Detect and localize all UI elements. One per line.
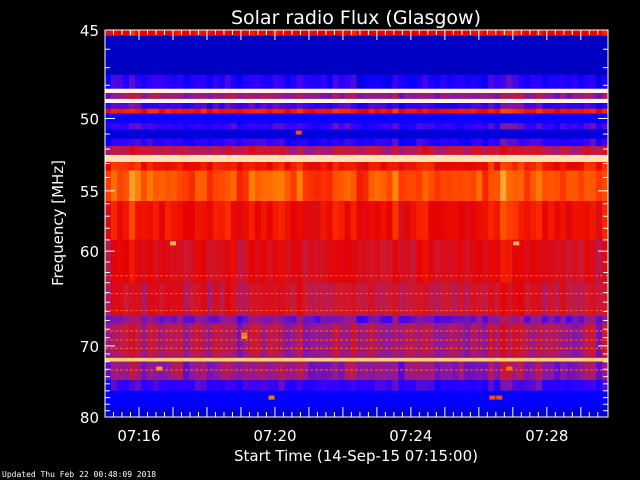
frequency-band xyxy=(105,103,609,109)
y-axis-label: Frequency [MHz] xyxy=(49,160,67,286)
frequency-band xyxy=(105,35,608,75)
burst-spot xyxy=(169,241,176,246)
updated-timestamp: Updated Thu Feb 22 00:48:09 2018 xyxy=(2,470,157,479)
x-tick-label: 07:16 xyxy=(117,427,160,445)
frequency-band xyxy=(105,98,608,104)
chart-title: Solar radio Flux (Glasgow) xyxy=(231,7,481,29)
x-tick-label: 07:24 xyxy=(389,427,432,445)
burst-spot xyxy=(496,395,503,400)
x-tick-label: 07:28 xyxy=(525,427,568,445)
burst-spot xyxy=(268,395,275,400)
burst-spot xyxy=(506,366,513,371)
frequency-band xyxy=(105,88,608,93)
burst-spot xyxy=(489,395,496,400)
frequency-band xyxy=(105,123,609,130)
frequency-band xyxy=(105,201,609,240)
y-tick-label: 60 xyxy=(80,243,99,261)
x-tick-label: 07:20 xyxy=(253,427,296,445)
frequency-band xyxy=(105,146,609,155)
frequency-band xyxy=(105,170,609,202)
frequency-band xyxy=(105,357,608,362)
frequency-band xyxy=(105,138,609,147)
frequency-band xyxy=(105,30,609,36)
burst-spot xyxy=(241,332,248,337)
frequency-band xyxy=(105,361,609,381)
frequency-band xyxy=(105,162,609,171)
y-tick-label: 80 xyxy=(80,409,99,427)
plot-area xyxy=(105,30,609,417)
frequency-band xyxy=(105,154,608,163)
burst-spot xyxy=(156,366,163,371)
frequency-band xyxy=(105,108,609,114)
x-axis-label: Start Time (14-Sep-15 07:15:00) xyxy=(234,447,478,465)
frequency-band xyxy=(105,74,609,89)
burst-spot xyxy=(241,334,248,339)
frequency-band xyxy=(105,113,608,124)
frequency-band xyxy=(105,239,609,283)
frequency-band xyxy=(105,380,609,391)
y-tick-label: 45 xyxy=(80,22,99,40)
y-tick-label: 50 xyxy=(80,110,99,128)
frequency-band xyxy=(105,407,608,417)
y-axis: 45 50 55 60 70 80 xyxy=(80,22,608,427)
frequency-band xyxy=(105,92,609,99)
plot-frame xyxy=(104,29,609,418)
frequency-band xyxy=(105,129,608,139)
burst-spot xyxy=(513,241,520,246)
x-axis: 07:16 07:20 07:24 07:28 xyxy=(104,30,599,445)
frequency-band xyxy=(105,315,609,324)
burst-spot xyxy=(295,130,302,135)
y-tick-label: 55 xyxy=(80,183,99,201)
y-tick-label: 70 xyxy=(80,338,99,356)
frequency-band xyxy=(105,390,608,408)
